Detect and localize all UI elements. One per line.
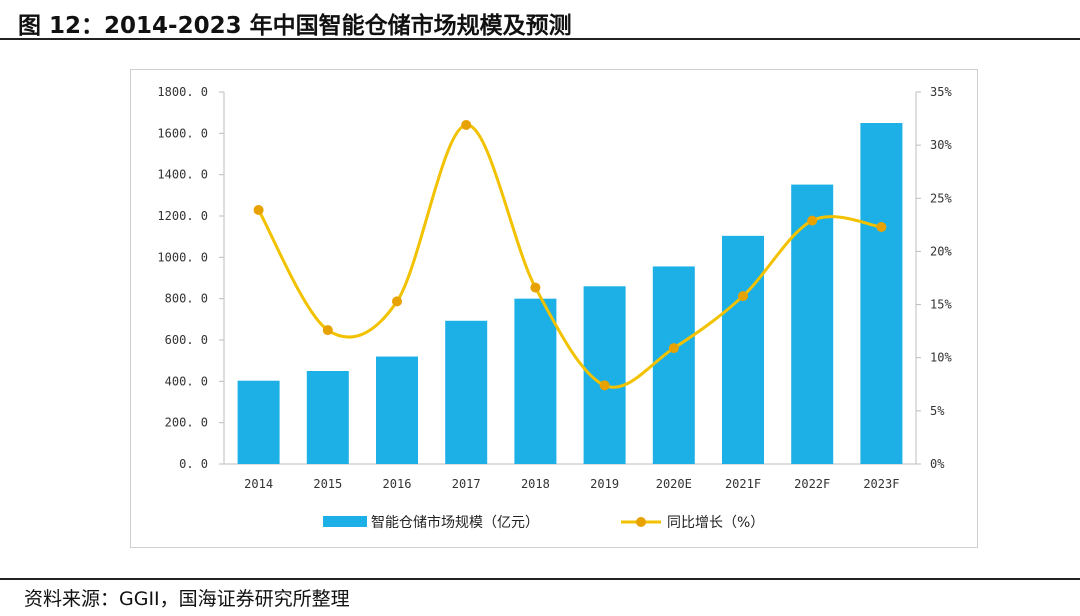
source-note: 资料来源：GGII，国海证券研究所整理 <box>24 588 350 610</box>
growth-point <box>807 215 818 226</box>
x-axis-tick-label: 2018 <box>521 477 550 491</box>
growth-point <box>392 296 402 307</box>
x-axis-tick-label: 2016 <box>383 477 412 491</box>
left-axis-tick-label: 1000. 0 <box>157 250 208 264</box>
left-axis-tick-label: 1200. 0 <box>157 209 208 223</box>
right-axis-tick-label: 25% <box>930 191 952 205</box>
growth-point <box>253 204 264 215</box>
growth-point <box>668 343 679 354</box>
left-axis-tick-label: 800. 0 <box>165 292 208 306</box>
right-axis-tick-label: 5% <box>930 404 945 418</box>
left-axis-tick-label: 0. 0 <box>179 457 208 471</box>
bar <box>722 235 764 464</box>
source-divider <box>0 578 1080 580</box>
figure-title: 图 12：2014-2023 年中国智能仓储市场规模及预测 <box>18 13 572 39</box>
left-axis-tick-label: 200. 0 <box>165 416 208 430</box>
bar <box>306 371 349 464</box>
right-axis-tick-label: 30% <box>930 138 952 152</box>
x-axis-tick-label: 2019 <box>590 477 619 491</box>
left-axis-tick-label: 1800. 0 <box>157 85 208 99</box>
growth-point <box>530 282 541 293</box>
bar <box>860 123 903 464</box>
left-axis-tick-label: 1400. 0 <box>157 168 208 182</box>
x-axis-tick-label: 2020E <box>656 477 692 491</box>
bar <box>791 184 834 464</box>
x-axis-tick-label: 2014 <box>244 477 273 491</box>
growth-point <box>876 221 887 232</box>
growth-line <box>257 123 882 389</box>
bar <box>445 320 488 464</box>
legend-line-label: 同比增长（%） <box>667 515 764 531</box>
left-axis-tick-label: 600. 0 <box>165 333 208 347</box>
x-axis-tick-label: 2021F <box>725 477 761 491</box>
right-axis-tick-label: 15% <box>930 298 952 312</box>
combo-chart: 0. 0 200. 0 400. 0 600. 0 800. 0 1000. 0 1200.… <box>157 85 952 531</box>
right-axis-tick-label: 10% <box>930 351 952 365</box>
right-axis-tick-label: 20% <box>930 244 952 258</box>
growth-point <box>738 291 748 302</box>
bar <box>514 298 557 464</box>
title-divider <box>0 38 1080 40</box>
legend-bar-swatch <box>323 516 367 527</box>
x-axis-tick-label: 2022F <box>794 477 830 491</box>
bar <box>376 356 418 464</box>
growth-point <box>322 325 333 336</box>
legend-line-marker <box>636 517 646 527</box>
right-axis-tick-label: 35% <box>930 85 952 99</box>
growth-point <box>599 380 610 391</box>
left-axis-tick-label: 1600. 0 <box>157 126 208 140</box>
bar <box>237 380 280 464</box>
x-axis-tick-label: 2023F <box>863 477 899 491</box>
bar <box>652 266 695 464</box>
x-axis-tick-label: 2017 <box>452 477 481 491</box>
left-axis-tick-label: 400. 0 <box>165 374 208 388</box>
growth-point <box>461 119 472 130</box>
chart-container: 0. 0 200. 0 400. 0 600. 0 800. 0 1000. 0 1200.… <box>130 69 978 548</box>
legend-bar-label: 智能仓储市场规模（亿元） <box>371 514 539 531</box>
right-axis-tick-label: 0% <box>930 457 945 471</box>
x-axis-tick-label: 2015 <box>313 477 342 491</box>
